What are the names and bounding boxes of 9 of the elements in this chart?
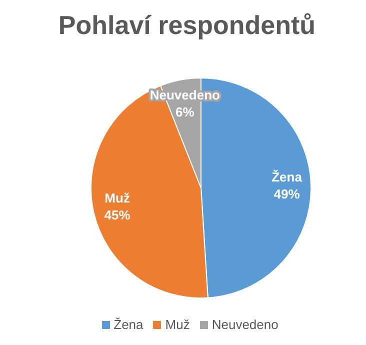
data-label: 6% [176, 104, 195, 120]
legend-label: Muž [164, 317, 190, 332]
data-label: 49% [274, 186, 300, 202]
slice-label: Žena [272, 169, 303, 184]
chart-title: Pohlaví respondentů [57, 9, 317, 42]
slice-label: Muž [104, 190, 130, 206]
legend-label: Neuvedeno [210, 317, 278, 332]
legend-label: Žena [112, 317, 144, 332]
data-label: 45% [104, 208, 131, 223]
